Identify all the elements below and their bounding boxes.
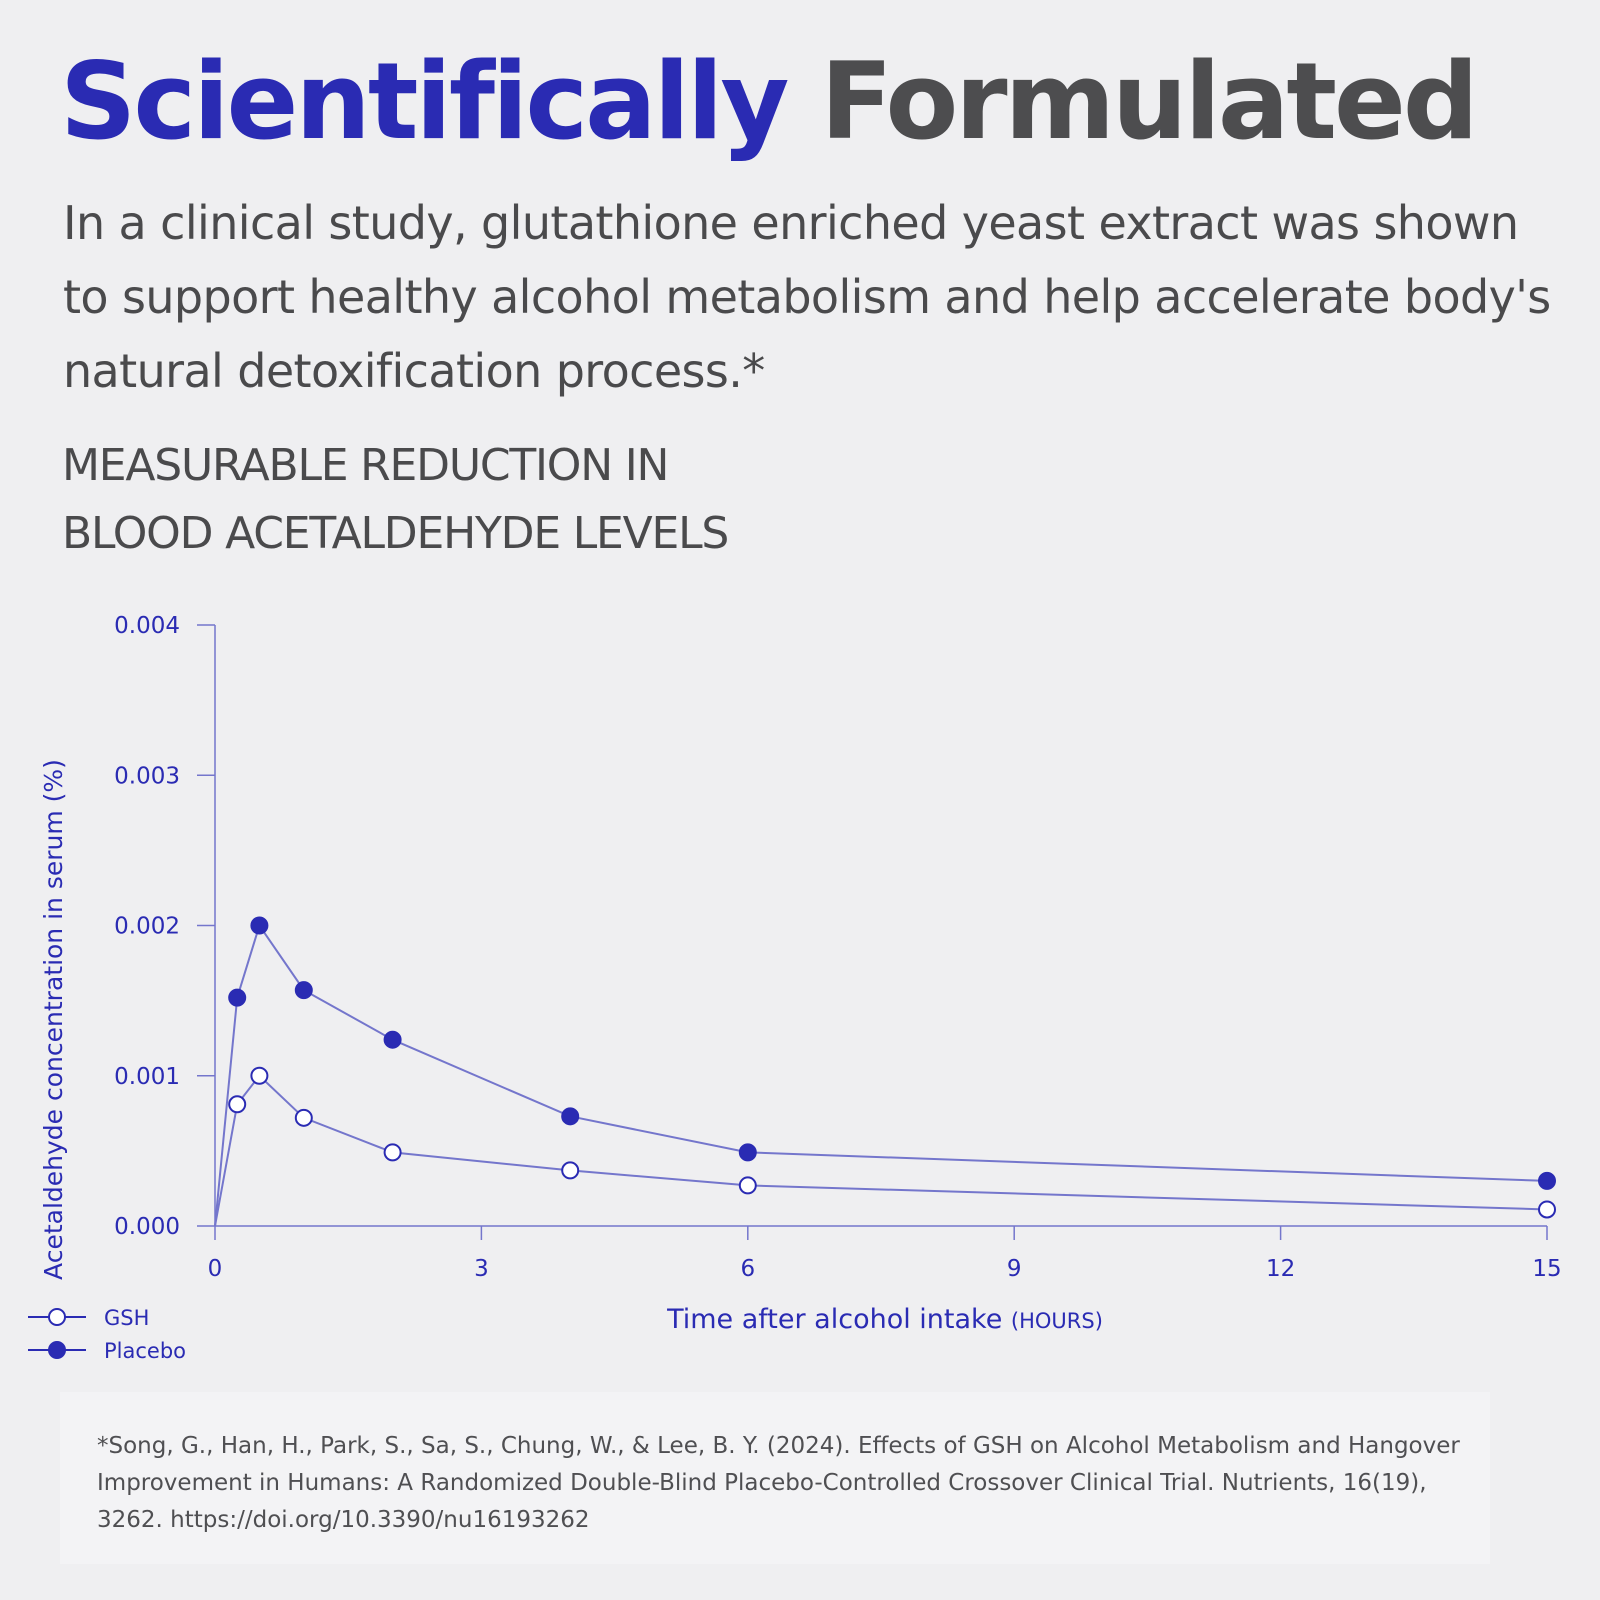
x-tick-label: 15 [1532,1256,1561,1282]
y-tick-label: 0.000 [114,1214,180,1240]
legend-marker-gsh [48,1308,66,1326]
data-point-placebo [383,1030,402,1049]
y-tick-label: 0.004 [114,613,180,639]
data-point-placebo [228,988,247,1007]
data-point-placebo [294,981,313,1000]
data-point-placebo [738,1143,757,1162]
data-point-gsh [228,1095,247,1114]
series-line-gsh [214,1074,1548,1227]
legend-label-gsh: GSH [104,1306,149,1330]
data-point-gsh [250,1066,269,1085]
headline: Scientifically Formulated [60,38,1479,165]
chart-heading-line2: BLOOD ACETALDEHYDE LEVELS [62,508,729,559]
headline-rest: Formulated [820,40,1478,163]
x-tick-label: 9 [1007,1256,1022,1282]
y-axis-title: Acetaldehyde concentration in serum (%) [39,759,68,1280]
acetaldehyde-line-chart: 0.000 0.001 0.002 0.003 0.004 0 3 6 9 12 15 Time af… [28,613,1562,1363]
chart-heading-line1: MEASURABLE REDUCTION IN [62,440,669,491]
x-tick-label: 0 [208,1256,223,1282]
y-tick-label: 0.002 [114,914,180,940]
y-tick-label: 0.001 [114,1064,180,1090]
x-tick-label: 12 [1266,1256,1295,1282]
x-tick-label: 3 [474,1256,489,1282]
data-point-placebo [1538,1171,1556,1190]
data-point-placebo [561,1107,580,1126]
footnote-citation: *Song, G., Han, H., Park, S., Sa, S., Ch… [97,1433,1460,1533]
legend-marker-placebo [48,1341,66,1359]
legend-label-placebo: Placebo [104,1339,186,1363]
data-point-gsh [383,1143,402,1162]
data-point-gsh [561,1161,580,1180]
series-line-placebo [214,923,1548,1227]
data-point-gsh [1538,1200,1556,1219]
footnote-box [60,1392,1490,1564]
x-axis-title: Time after alcohol intake (HOURS) [666,1304,1103,1335]
data-point-gsh [294,1108,313,1127]
data-point-gsh [738,1176,757,1195]
data-point-placebo [250,916,269,935]
intro-text: In a clinical study, glutathione enriche… [63,196,1551,398]
headline-highlight: Scientifically [60,40,789,163]
x-axis-unit: (HOURS) [1011,1309,1103,1333]
x-tick-label: 6 [740,1256,755,1282]
y-tick-label: 0.003 [114,763,180,789]
chart-heading: MEASURABLE REDUCTION IN BLOOD ACETALDEHY… [62,432,962,568]
